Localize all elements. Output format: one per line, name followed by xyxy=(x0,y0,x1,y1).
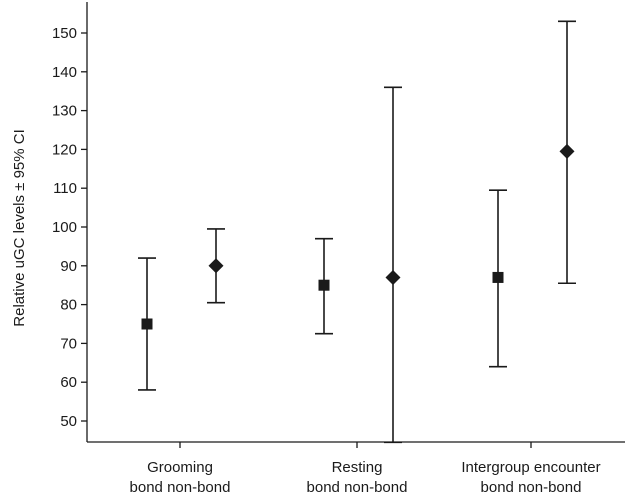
x-category-label: Resting xyxy=(332,459,383,476)
x-subcategory-label: bond non-bond xyxy=(307,479,408,496)
y-tick-label: 140 xyxy=(52,64,77,81)
y-tick-label: 120 xyxy=(52,141,77,158)
data-point-square xyxy=(318,279,330,291)
y-tick-label: 100 xyxy=(52,219,77,236)
axes xyxy=(81,1,625,448)
data-point-diamond xyxy=(208,258,224,274)
y-tick-label: 150 xyxy=(52,25,77,42)
y-tick-label: 50 xyxy=(60,413,77,430)
data-point-square xyxy=(141,318,153,330)
y-tick-label: 60 xyxy=(60,374,77,391)
y-tick-label: 130 xyxy=(52,103,77,120)
y-tick-label: 70 xyxy=(60,335,77,352)
marks xyxy=(138,20,576,444)
data-point-diamond xyxy=(559,143,575,159)
data-point-square xyxy=(492,271,504,283)
labels: 50 60 70 80 90 100 110 120 130 140 150 Grooming bond… xyxy=(11,25,601,496)
x-subcategory-label: bond non-bond xyxy=(130,479,231,496)
y-tick-label: 90 xyxy=(60,258,77,275)
x-category-label: Intergroup encounter xyxy=(461,459,600,476)
x-category-label: Grooming xyxy=(147,459,213,476)
y-tick-label: 80 xyxy=(60,297,77,314)
data-point-diamond xyxy=(385,269,401,285)
y-tick-label: 110 xyxy=(53,180,77,197)
x-subcategory-label: bond non-bond xyxy=(481,479,582,496)
y-axis-title: Relative uGC levels ± 95% CI xyxy=(11,129,28,326)
